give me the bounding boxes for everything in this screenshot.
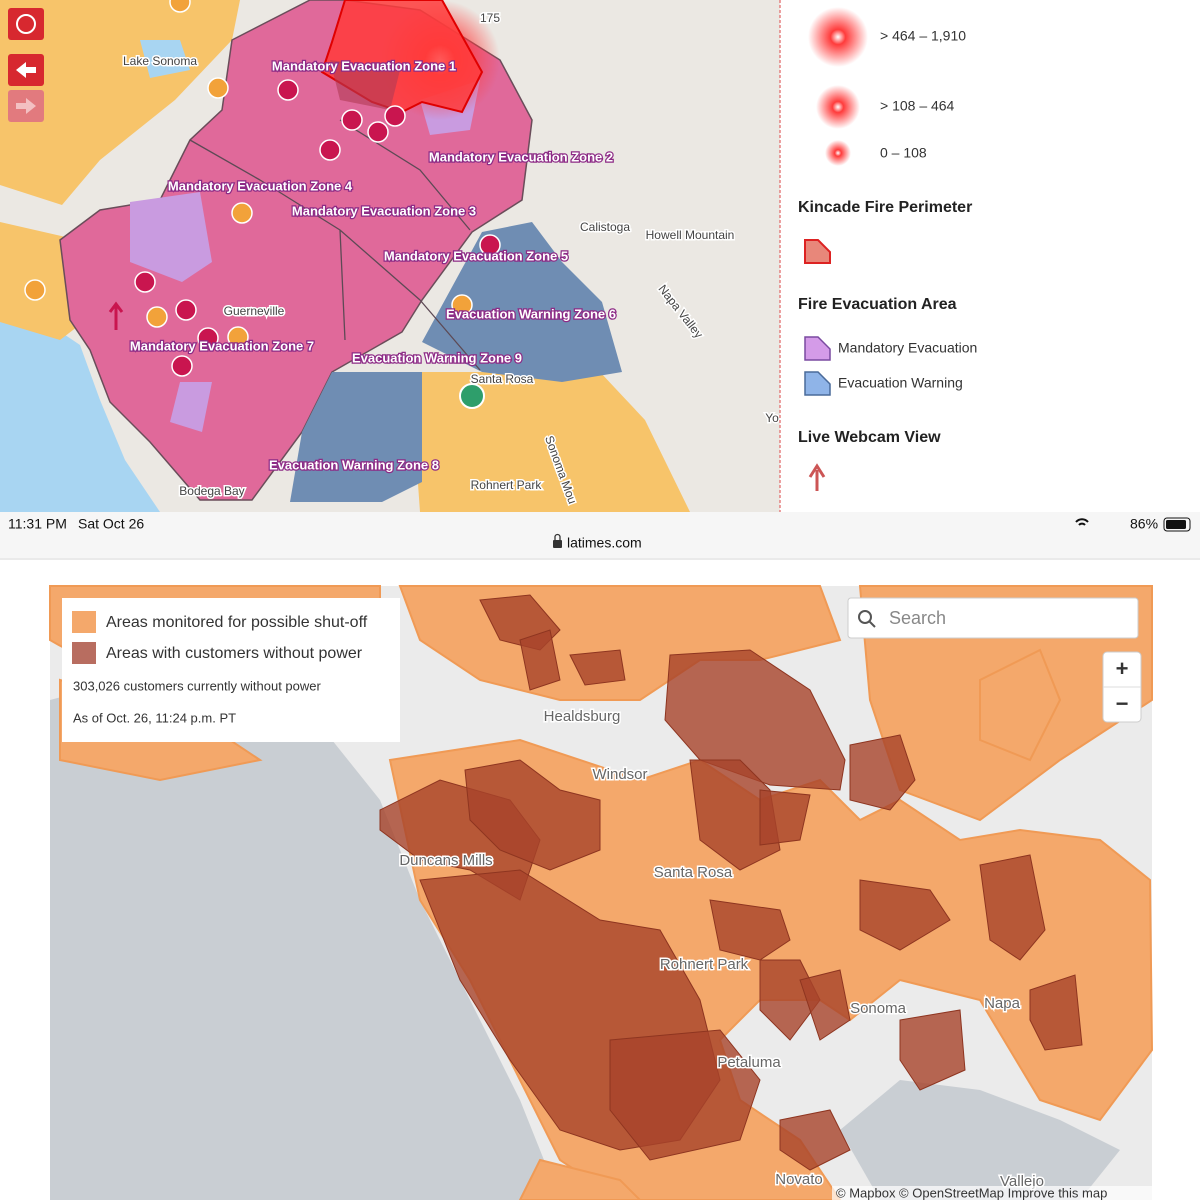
url[interactable]: latimes.com <box>567 535 642 551</box>
legend-panel <box>780 0 1200 512</box>
battery-fill <box>1166 520 1186 529</box>
zone-label: Mandatory Evacuation Zone 1 <box>272 58 456 73</box>
place-label: Santa Rosa <box>471 372 534 386</box>
place-label: Bodega Bay <box>179 484 244 498</box>
legend-label: Mandatory Evacuation <box>838 340 977 356</box>
legend-box <box>62 598 400 742</box>
legend-label: Evacuation Warning <box>838 375 963 391</box>
legend-symbol <box>808 463 826 491</box>
status-bar: 11:31 PM Sat Oct 26 latimes.com 86% <box>0 512 1200 560</box>
lake <box>140 40 190 78</box>
webcam-arrow[interactable] <box>108 301 124 330</box>
zone-label: Mandatory Evacuation Zone 3 <box>292 203 476 218</box>
water <box>840 1080 1120 1200</box>
zone-label: Mandatory Evacuation Zone 5 <box>384 248 568 263</box>
zone-label: Mandatory Evacuation Zone 4 <box>168 178 353 193</box>
zoom-in[interactable]: + <box>1116 656 1129 681</box>
fire-core <box>330 60 400 110</box>
legend-symbol <box>804 336 831 361</box>
warning-zone-area <box>290 372 422 502</box>
forward-icon <box>16 98 36 114</box>
place-label: Petaluma <box>717 1054 781 1071</box>
zone-label: Evacuation Warning Zone 6 <box>446 306 616 321</box>
search-icon <box>868 620 876 628</box>
place-label: Rohnert Park <box>660 956 749 973</box>
legend-label: Areas with customers without power <box>106 645 363 662</box>
zone-label: Evacuation Warning Zone 9 <box>352 350 522 365</box>
place-label: Novato <box>775 1171 823 1188</box>
place-label: Healdsburg <box>544 708 621 725</box>
zone-label: Evacuation Warning Zone 8 <box>269 457 439 472</box>
legend-heading: Fire Evacuation Area <box>798 296 957 313</box>
time: 11:31 PM <box>8 516 67 532</box>
place-label: Rohnert Park <box>471 478 543 492</box>
back-icon <box>16 62 36 78</box>
evacuation-markers <box>134 79 501 377</box>
bottom-map[interactable]: Healdsburg Windsor Duncans Mills Santa R… <box>49 585 1154 1200</box>
place-label: Sonoma <box>850 1000 907 1017</box>
place-label: Howell Mountain <box>646 228 735 242</box>
search-placeholder: Search <box>889 608 946 628</box>
webcam-marker[interactable] <box>459 383 485 409</box>
warning-area <box>410 372 690 512</box>
legend-symbol <box>808 7 868 67</box>
ocean <box>0 300 160 512</box>
mandatory-evacuation <box>130 192 212 282</box>
place-label: Windsor <box>592 766 647 783</box>
mandatory-evacuation <box>170 382 212 432</box>
status-background <box>0 512 1200 560</box>
locate-icon <box>16 14 36 34</box>
legend-label: Areas monitored for possible shut-off <box>106 614 368 631</box>
search-icon <box>858 610 872 624</box>
legend-symbol <box>804 371 831 396</box>
route-label: 175 <box>480 11 500 25</box>
timestamp: As of Oct. 26, 11:24 p.m. PT <box>73 710 236 725</box>
legend-swatch <box>72 642 96 664</box>
attribution[interactable]: © Mapbox © OpenStreetMap Improve this ma… <box>836 1185 1107 1200</box>
customers-count: 303,026 customers currently without powe… <box>73 678 322 693</box>
zoom-out[interactable]: − <box>1116 691 1129 716</box>
warning-zone-area <box>422 222 622 382</box>
place-label: Napa <box>984 995 1021 1012</box>
legend-label: > 108 – 464 <box>880 98 955 114</box>
legend-label: > 464 – 1,910 <box>880 28 966 44</box>
battery-level: 86% <box>1130 516 1158 532</box>
place-label: Calistoga <box>580 220 630 234</box>
outage-areas <box>379 594 1083 1171</box>
place-label: Lake Sonoma <box>123 54 197 68</box>
zone-label: Mandatory Evacuation Zone 7 <box>130 338 314 353</box>
lock-icon <box>553 540 562 548</box>
legend-symbol <box>825 140 851 166</box>
zone-label: Mandatory Evacuation Zone 2 <box>429 149 613 164</box>
date: Sat Oct 26 <box>78 516 144 532</box>
attribution-box <box>832 1186 1152 1200</box>
place-label: Yo <box>765 411 779 425</box>
legend-symbol <box>804 239 831 264</box>
top-legend: > 464 – 1,910 > 108 – 464 0 – 108 Kincad… <box>779 0 1200 512</box>
warning-markers <box>24 0 473 348</box>
lock-shackle <box>554 533 561 540</box>
place-label: Duncans Mills <box>399 852 492 869</box>
battery-icon <box>1163 517 1191 532</box>
legend-label: 0 – 108 <box>880 145 927 161</box>
legend-swatch <box>72 611 96 633</box>
wifi-icon <box>1075 518 1089 526</box>
water <box>50 660 560 1200</box>
zone-boundary <box>189 119 481 371</box>
locate-button[interactable] <box>8 8 44 40</box>
place-label: Guerneville <box>224 304 285 318</box>
legend-heading: Live Webcam View <box>798 429 941 446</box>
legend-heading: Kincade Fire Perimeter <box>798 199 972 216</box>
legend-symbol <box>816 85 860 129</box>
place-label: Santa Rosa <box>654 864 733 881</box>
top-map[interactable]: Mandatory Evacuation Zone 1 Mandatory Ev… <box>0 0 781 512</box>
search-box[interactable] <box>847 597 1139 639</box>
